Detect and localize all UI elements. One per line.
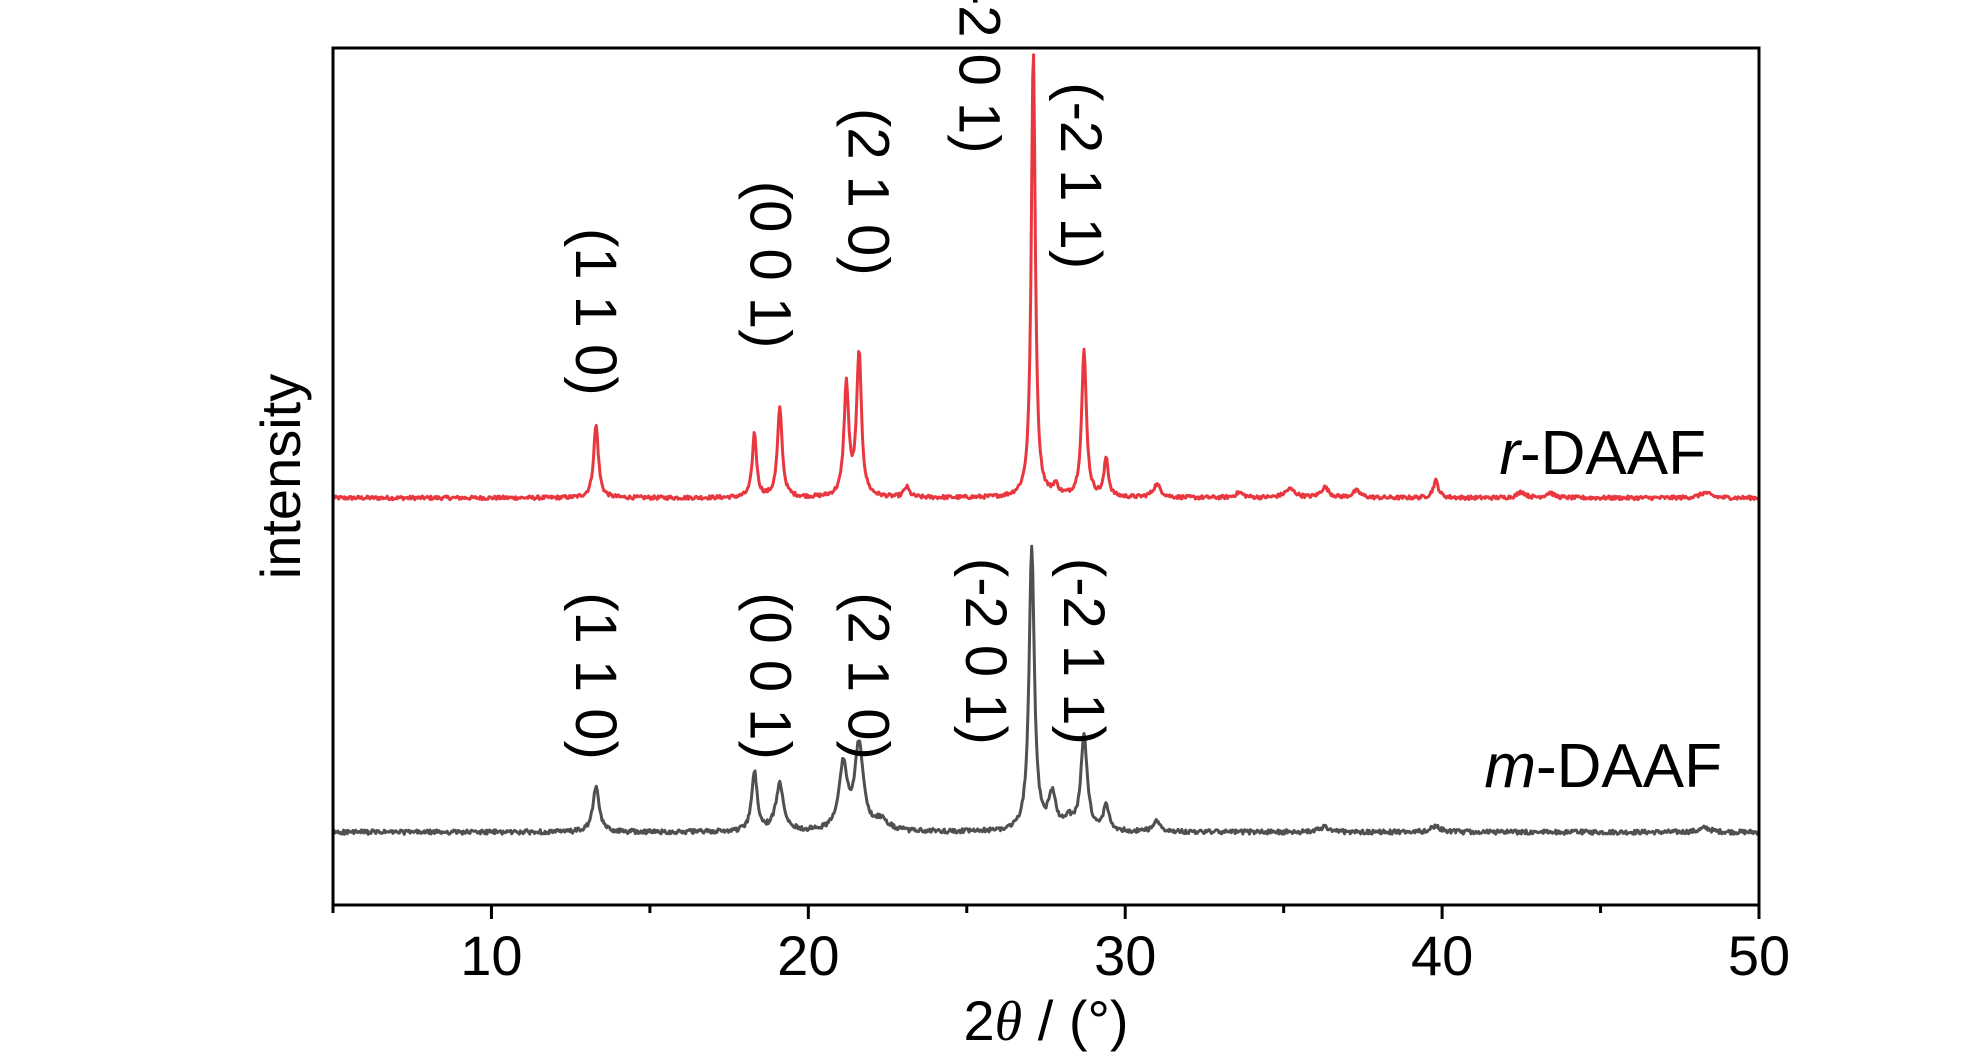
x-tick-label: 10 [460, 924, 522, 987]
peak-label: (-2 1 1) [1048, 82, 1113, 269]
peak-annotations: (1 1 0) (0 0 1) (2 1 0) (-2 0 1) (-2 1 1) (1 … [563, 0, 1116, 760]
series-label-m-daaf: m-DAAF [1484, 732, 1722, 801]
x-axis-label: 2θ / (°) [963, 989, 1128, 1053]
series-line-r-daaf [331, 53, 1760, 502]
peak-label: (-2 0 1) [947, 0, 1012, 154]
series-label-r-daaf: r-DAAF [1499, 419, 1706, 488]
y-axis-label: intensity [249, 374, 312, 579]
peak-label: (1 1 0) [563, 592, 628, 760]
peak-label: (-2 1 1) [1051, 558, 1116, 745]
x-tick-label: 40 [1411, 924, 1473, 987]
x-axis-ticks: 10 20 30 40 50 [331, 905, 1790, 987]
series-line-m-daaf [331, 544, 1760, 836]
peak-label: (2 1 0) [836, 592, 901, 760]
peak-label: (-2 0 1) [953, 558, 1018, 745]
peak-label: (2 1 0) [836, 108, 901, 276]
x-tick-label: 50 [1728, 924, 1790, 987]
series-layer [331, 53, 1760, 836]
x-tick-label: 30 [1094, 924, 1156, 987]
peak-label: (0 0 1) [737, 181, 802, 349]
plot-frame [331, 46, 1761, 907]
peak-label: (1 1 0) [563, 228, 628, 396]
x-tick-label: 20 [777, 924, 839, 987]
peak-label: (0 0 1) [737, 592, 802, 760]
